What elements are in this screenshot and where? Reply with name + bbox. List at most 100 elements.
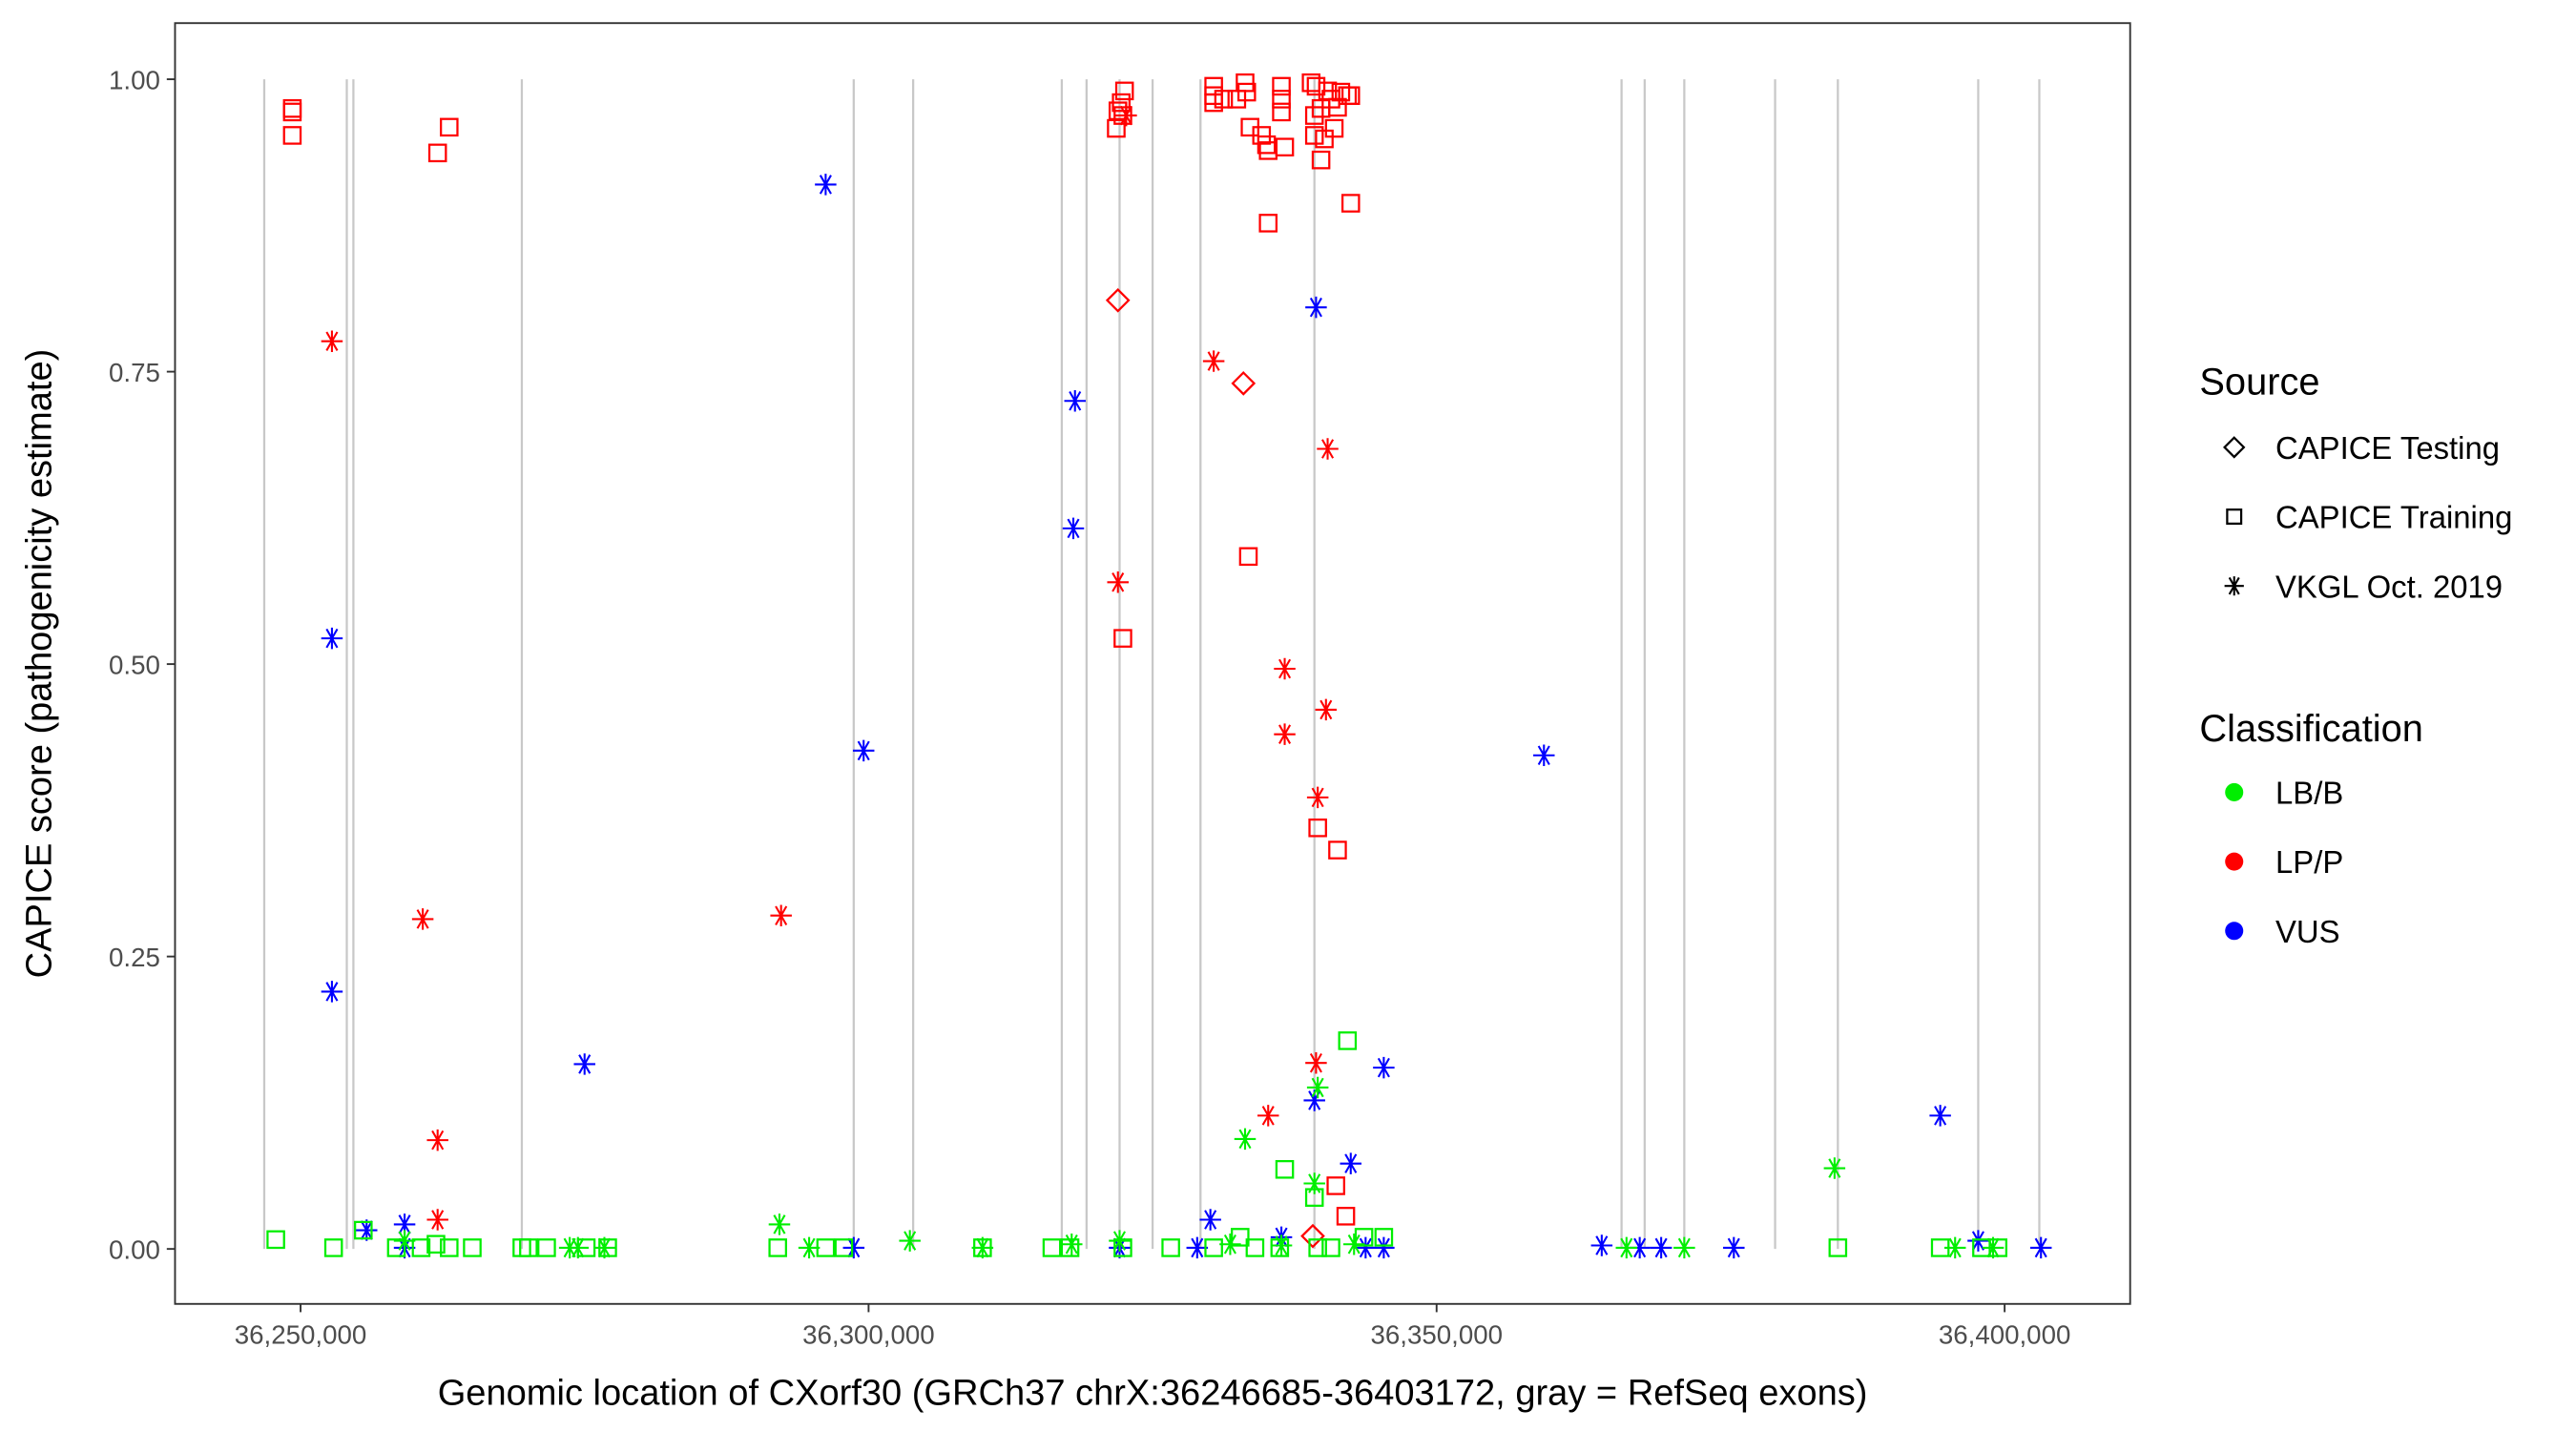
point-training-lp-p (440, 117, 459, 137)
y-tick-label: 0.75 (109, 358, 160, 387)
point-training-lb-b (1338, 1031, 1358, 1050)
point-training-lb-b (426, 1234, 446, 1255)
legend-source-label: CAPICE Training (2275, 500, 2512, 535)
point-vkgl-lb-b (1342, 1234, 1365, 1255)
point-vkgl-lp-p (1306, 786, 1329, 809)
legend-class-label: LP/P (2275, 844, 2343, 880)
x-axis-title: Genomic location of CXorf30 (GRCh37 chrX… (438, 1373, 1868, 1413)
point-testing-lp-p (1105, 287, 1131, 313)
point-training-lb-b (1374, 1228, 1394, 1247)
point-vkgl-vus (1967, 1230, 1989, 1252)
point-vkgl-vus (1305, 296, 1327, 319)
point-training-lp-p (1311, 150, 1331, 170)
point-vkgl-vus (1533, 744, 1555, 766)
x-axis: 36,250,000 36,300,000 36,350,000 36,400,000 (235, 1303, 2071, 1349)
point-training-lb-b (440, 1238, 459, 1257)
point-vkgl-vus (2029, 1236, 2052, 1259)
point-vkgl-lb-b (1270, 1234, 1293, 1256)
point-training-lb-b (411, 1238, 431, 1257)
point-vkgl-vus (1723, 1236, 1745, 1259)
point-training-lb-b (1042, 1238, 1062, 1257)
legend-square-icon (2226, 508, 2243, 525)
point-vkgl-vus (356, 1219, 378, 1241)
point-training-lb-b (834, 1238, 854, 1257)
point-training-lp-p (1336, 1207, 1356, 1226)
point-training-lb-b (1113, 1238, 1132, 1257)
point-training-lp-p (1236, 82, 1257, 102)
point-vkgl-lb-b (899, 1230, 921, 1252)
point-vkgl-lp-p (1202, 350, 1225, 372)
point-training-lp-p (1326, 1176, 1345, 1195)
point-training-lp-p (1272, 76, 1291, 96)
point-vkgl-lb-b (1615, 1236, 1638, 1259)
x-tick-label: 36,300,000 (802, 1319, 935, 1349)
point-training-lp-p (1328, 840, 1347, 860)
point-vkgl-lp-p (411, 908, 434, 930)
point-training-lp-p (1113, 629, 1132, 648)
point-training-lp-p (1306, 76, 1326, 96)
point-training-lb-b (1321, 1238, 1340, 1257)
point-training-lb-b (768, 1238, 787, 1257)
y-axis-title: CAPICE score (pathogenicity estimate) (20, 349, 60, 979)
point-vkgl-vus (1340, 1152, 1362, 1174)
point-vkgl-lp-p (1274, 723, 1296, 745)
point-training-lp-p (1275, 137, 1295, 156)
legend-color-dot-icon (2225, 922, 2244, 941)
legend-color-dot-icon (2225, 852, 2244, 871)
x-tick-label: 36,400,000 (1939, 1319, 2071, 1349)
point-vkgl-vus (1373, 1056, 1395, 1079)
point-training-lp-p (427, 143, 447, 163)
point-vkgl-lp-p (426, 1209, 448, 1231)
point-vkgl-vus (573, 1053, 595, 1075)
point-vkgl-lp-p (321, 330, 343, 352)
point-training-lp-p (1272, 102, 1291, 122)
y-tick-label: 1.00 (109, 65, 160, 94)
point-vkgl-vus (1629, 1236, 1651, 1259)
point-training-lp-p (1114, 81, 1134, 101)
point-training-lb-b (1304, 1188, 1324, 1207)
legend-source-label: VKGL Oct. 2019 (2275, 569, 2503, 604)
point-vkgl-lb-b (1234, 1128, 1257, 1151)
point-training-lb-b (463, 1238, 482, 1257)
legend-diamond-icon (2223, 436, 2246, 459)
point-training-lp-p (1272, 90, 1291, 109)
point-training-lb-b (973, 1238, 992, 1257)
legend-source-label: CAPICE Testing (2275, 430, 2500, 466)
legend: Source CAPICE Testing CAPICE Training VKGL… (2199, 362, 2512, 949)
point-training-lb-b (576, 1238, 596, 1257)
point-vkgl-vus (1590, 1234, 1613, 1256)
point-training-lp-p (1304, 126, 1324, 145)
point-vkgl-lb-b (1823, 1157, 1846, 1179)
point-training-lp-p (1214, 90, 1234, 109)
point-training-lp-p (1308, 818, 1327, 838)
point-training-lb-b (537, 1238, 556, 1257)
point-training-lp-p (1324, 118, 1344, 138)
y-tick-label: 0.50 (109, 651, 160, 680)
point-vkgl-lb-b (1673, 1236, 1695, 1259)
point-vkgl-vus (1373, 1236, 1395, 1259)
point-training-lp-p (1227, 90, 1247, 109)
point-vkgl-lb-b (1306, 1076, 1329, 1099)
point-vkgl-vus (1199, 1209, 1221, 1231)
point-training-lp-p (1315, 129, 1334, 149)
point-training-lb-b (1161, 1238, 1180, 1257)
point-training-lp-p (1340, 86, 1361, 106)
point-vkgl-lp-p (1107, 571, 1129, 593)
point-training-lp-p (282, 102, 302, 122)
point-training-lb-b (1275, 1160, 1295, 1179)
point-vkgl-vus (815, 174, 837, 196)
point-training-lb-b (354, 1220, 373, 1240)
point-vkgl-lb-b (1109, 1230, 1131, 1252)
legend-asterisk-icon (2224, 576, 2244, 596)
point-training-lp-p (1331, 82, 1351, 102)
point-vkgl-lp-p (1315, 698, 1338, 721)
legend-class-label: VUS (2275, 914, 2340, 949)
exon-lines (262, 79, 2041, 1250)
point-training-lb-b (598, 1238, 617, 1257)
y-axis: 0.00 0.25 0.50 0.75 1.00 (109, 65, 176, 1265)
point-training-lb-b (1988, 1238, 2007, 1257)
point-training-lp-p (1238, 547, 1258, 567)
legend-class-label: LB/B (2275, 776, 2343, 811)
